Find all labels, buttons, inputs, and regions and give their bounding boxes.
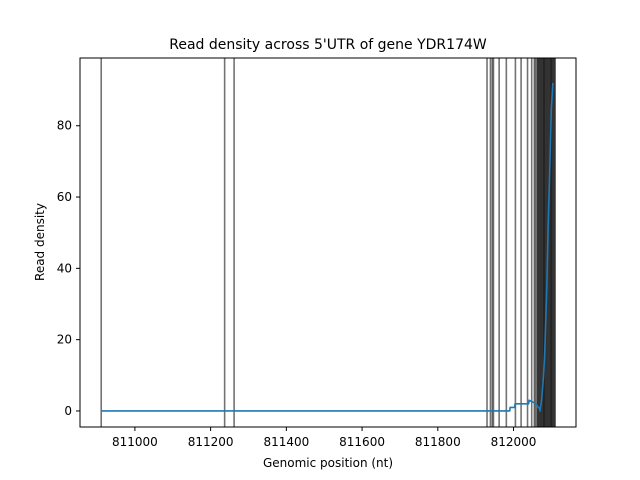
chart-title: Read density across 5'UTR of gene YDR174… [169,37,487,53]
x-axis-label: Genomic position (nt) [263,456,393,470]
y-tick-label: 80 [57,119,72,133]
x-tick-label: 811000 [112,435,158,449]
series-lines [101,82,554,412]
vertical-markers [100,58,556,427]
x-tick-label: 811200 [188,435,234,449]
x-tick-label: 811400 [263,435,309,449]
y-axis-label: Read density [33,203,47,281]
axes-frame [79,57,577,428]
plot-area [79,57,577,428]
series-line [101,82,554,412]
y-axis-ticks: 0 20 40 60 80 [57,119,80,418]
y-tick-label: 0 [64,404,72,418]
x-tick-label: 811800 [415,435,461,449]
y-tick-label: 20 [57,333,72,347]
x-tick-label: 811600 [339,435,385,449]
y-tick-label: 60 [57,190,72,204]
x-tick-label: 812000 [491,435,537,449]
x-axis-ticks: 811000 811200 811400 811600 811800 812000 [112,427,536,449]
y-tick-label: 40 [57,261,72,275]
